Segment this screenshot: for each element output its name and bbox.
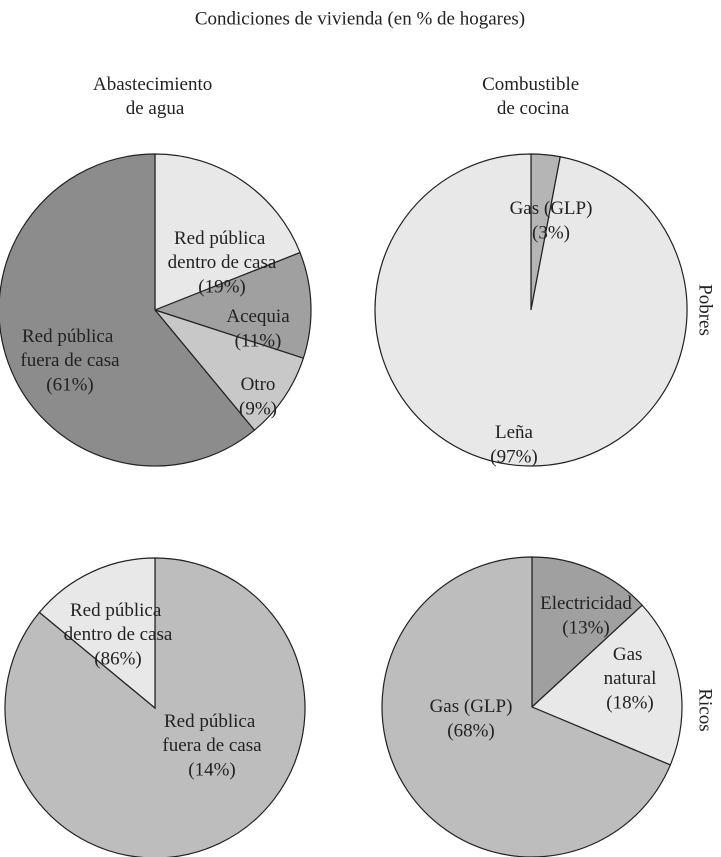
pie-slice (531, 556, 644, 709)
value-label: (18%) (606, 692, 653, 713)
value-label: (19%) (198, 276, 245, 297)
slice-label: Red pública dentro de casa (168, 228, 277, 273)
pie-slice (0, 153, 256, 467)
slice-label: Otro (241, 374, 276, 395)
value-label: (61%) (46, 374, 93, 395)
slice-label: Leña (495, 422, 534, 443)
pie-slice (381, 556, 672, 857)
pie-slice (374, 153, 688, 467)
slice-label: Electricidad (540, 593, 632, 614)
pie-slice (530, 604, 683, 766)
chart-title: Condiciones de vivienda (en % de hogares… (195, 8, 525, 29)
slice-label: Gas (GLP) (510, 198, 593, 219)
slice-label: Red pública fuera de casa (20, 326, 120, 371)
value-label: (14%) (188, 759, 235, 780)
value-label: (97%) (490, 446, 537, 467)
value-label: (86%) (94, 648, 141, 669)
value-label: (9%) (239, 398, 277, 419)
row-label: Pobres (695, 284, 716, 336)
column-label: Abastecimiento de agua (93, 74, 217, 119)
pie-slice (4, 557, 306, 857)
pie-slice (38, 557, 156, 710)
slice-label: Gas natural (604, 644, 657, 689)
pie-slice (154, 153, 301, 311)
value-label: (13%) (562, 617, 609, 638)
slice-label: Acequia (226, 306, 290, 327)
slice-label: Red pública fuera de casa (162, 711, 262, 756)
slice-label: Gas (GLP) (430, 696, 513, 717)
column-label: Combustible de cocina (482, 74, 584, 119)
value-label: (3%) (532, 222, 570, 243)
value-label: (68%) (447, 720, 494, 741)
pie-slice (153, 308, 305, 432)
row-label: Ricos (695, 688, 716, 731)
value-label: (11%) (235, 330, 282, 351)
slice-label: Red pública dentro de casa (64, 600, 173, 645)
pie-slice (153, 251, 312, 359)
